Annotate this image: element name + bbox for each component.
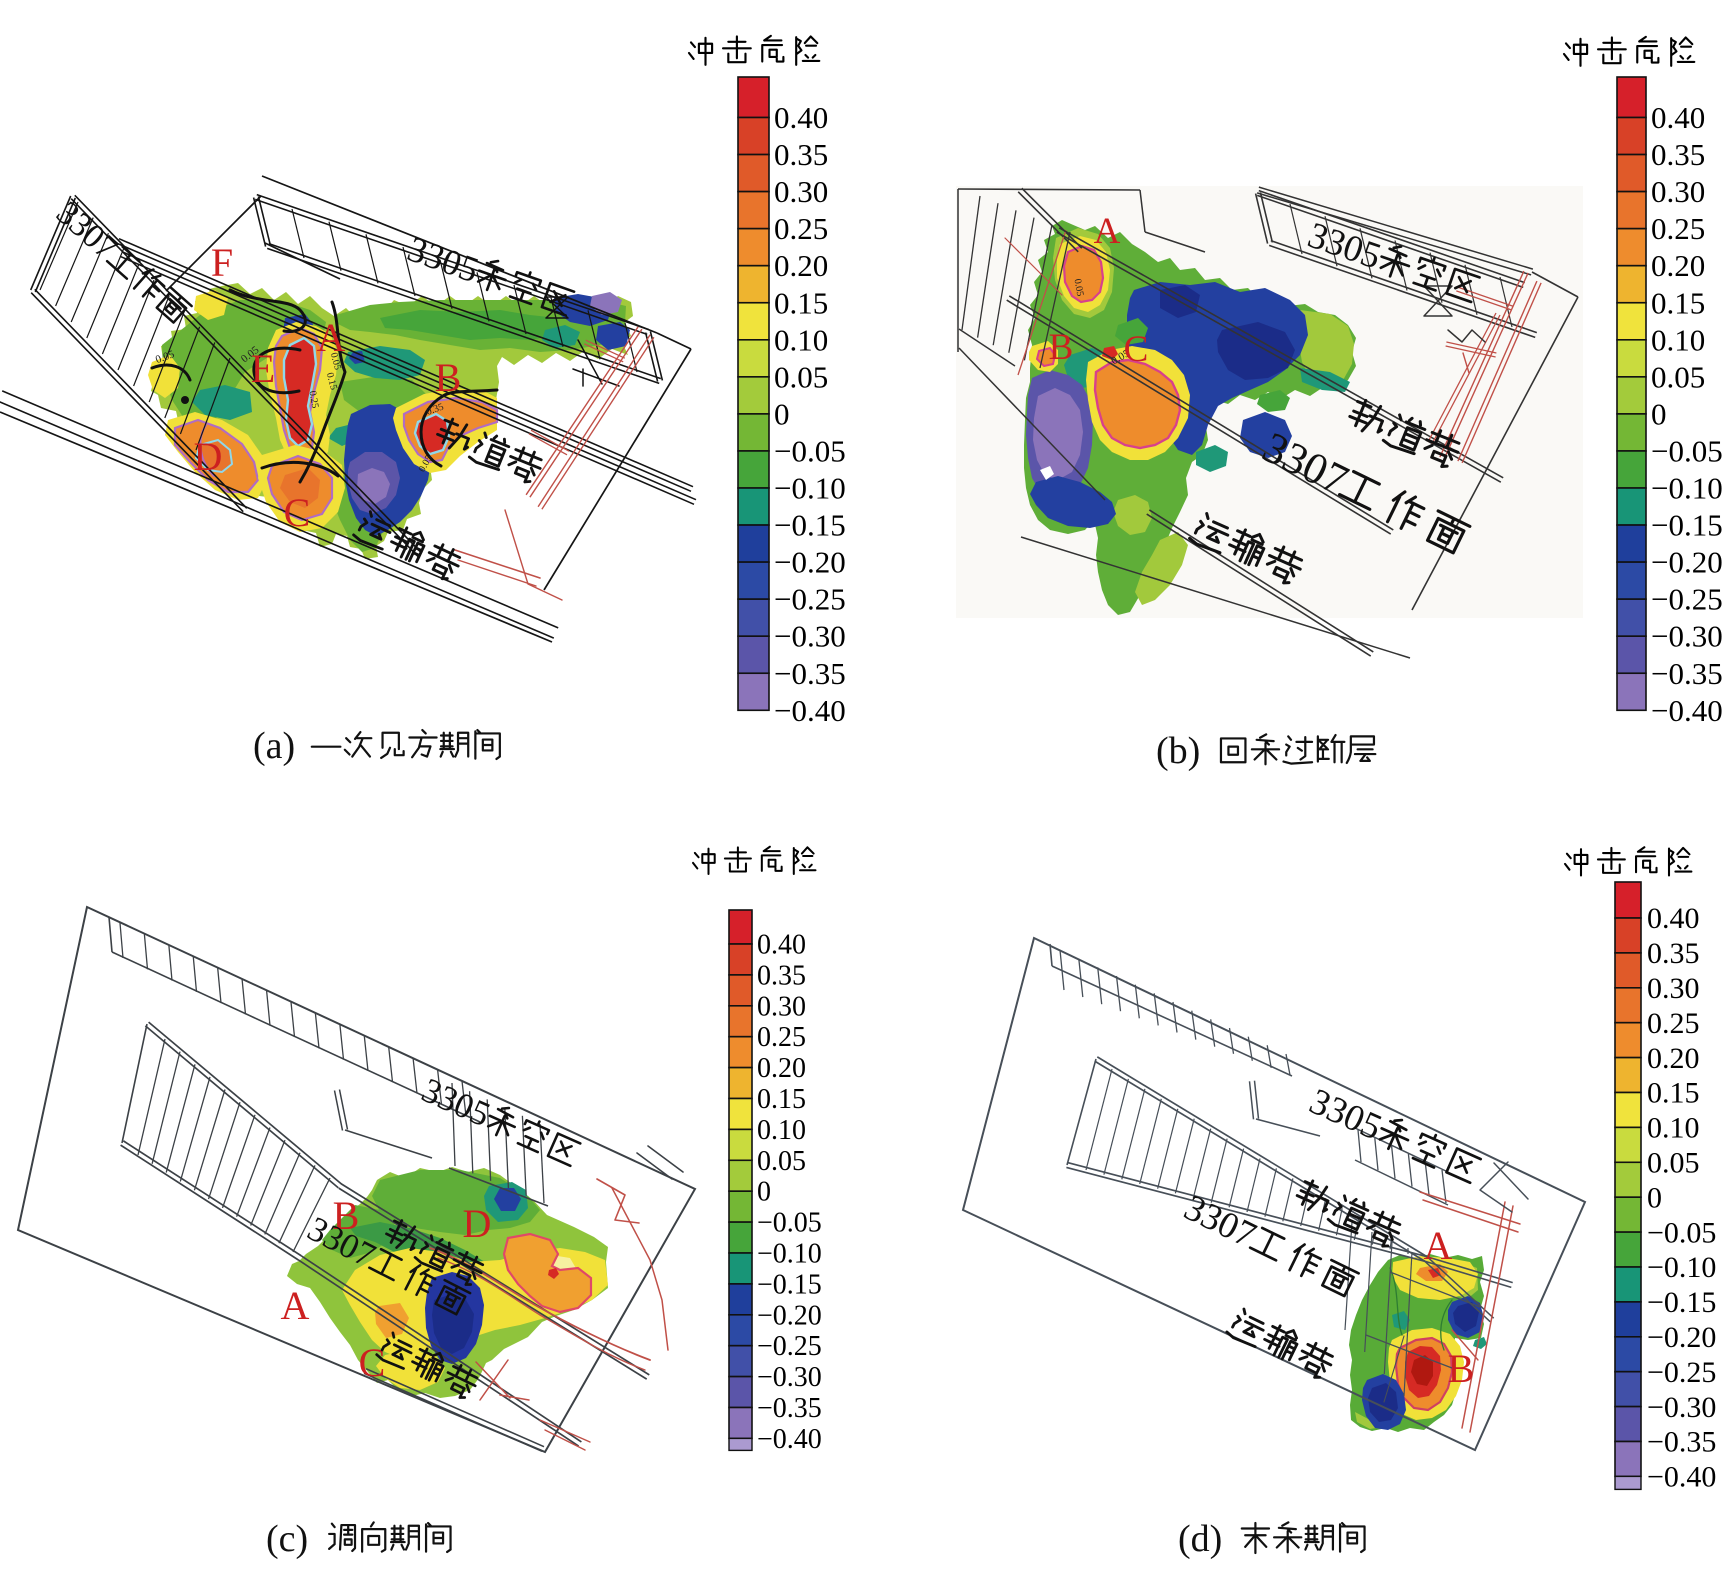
svg-text:(a): (a) bbox=[253, 725, 295, 767]
svg-text:0.30: 0.30 bbox=[757, 991, 806, 1022]
svg-text:−0.25: −0.25 bbox=[774, 582, 846, 617]
svg-text:0.30: 0.30 bbox=[1651, 174, 1705, 209]
svg-text:A: A bbox=[317, 315, 346, 360]
svg-text:−0.35: −0.35 bbox=[1647, 1426, 1716, 1459]
svg-text:−0.30: −0.30 bbox=[757, 1362, 822, 1393]
svg-text:B: B bbox=[1049, 327, 1074, 368]
svg-text:−0.20: −0.20 bbox=[757, 1300, 822, 1331]
svg-text:0.15: 0.15 bbox=[757, 1084, 806, 1115]
svg-text:0.15: 0.15 bbox=[774, 285, 828, 320]
svg-text:−0.15: −0.15 bbox=[757, 1269, 822, 1300]
svg-text:−0.05: −0.05 bbox=[1651, 433, 1723, 468]
svg-text:−0.05: −0.05 bbox=[1647, 1216, 1716, 1249]
svg-text:−0.20: −0.20 bbox=[1651, 545, 1723, 580]
svg-text:−0.25: −0.25 bbox=[1647, 1356, 1716, 1389]
svg-text:0.40: 0.40 bbox=[1647, 902, 1700, 935]
svg-text:A: A bbox=[281, 1283, 310, 1328]
svg-text:0.25: 0.25 bbox=[307, 390, 321, 409]
svg-text:0.20: 0.20 bbox=[1651, 248, 1705, 283]
svg-text:0.10: 0.10 bbox=[1647, 1112, 1700, 1145]
svg-text:0.20: 0.20 bbox=[757, 1053, 806, 1084]
svg-text:0.30: 0.30 bbox=[774, 174, 828, 209]
svg-text:0.05: 0.05 bbox=[1651, 359, 1705, 394]
svg-text:−0.10: −0.10 bbox=[757, 1239, 822, 1270]
svg-text:B: B bbox=[333, 1193, 360, 1238]
svg-text:0.25: 0.25 bbox=[774, 211, 828, 246]
svg-text:0.40: 0.40 bbox=[774, 100, 828, 135]
svg-text:0.35: 0.35 bbox=[1651, 137, 1705, 172]
svg-text:0.40: 0.40 bbox=[1651, 100, 1705, 135]
svg-text:−0.20: −0.20 bbox=[1647, 1321, 1716, 1354]
svg-text:−0.30: −0.30 bbox=[774, 619, 846, 654]
svg-text:C: C bbox=[284, 490, 311, 535]
svg-text:0: 0 bbox=[757, 1177, 771, 1208]
svg-text:−0.40: −0.40 bbox=[1651, 693, 1723, 728]
svg-text:0: 0 bbox=[774, 396, 790, 431]
svg-text:0: 0 bbox=[1651, 396, 1667, 431]
svg-text:−0.30: −0.30 bbox=[1651, 619, 1723, 654]
svg-text:−0.10: −0.10 bbox=[1647, 1251, 1716, 1284]
svg-text:C: C bbox=[359, 1340, 386, 1385]
svg-text:0.05: 0.05 bbox=[1647, 1147, 1700, 1180]
svg-text:(b): (b) bbox=[1156, 730, 1200, 772]
svg-text:0.20: 0.20 bbox=[774, 248, 828, 283]
svg-text:−0.20: −0.20 bbox=[774, 545, 846, 580]
svg-text:B: B bbox=[435, 355, 462, 400]
svg-text:A: A bbox=[1094, 211, 1121, 252]
svg-text:−0.05: −0.05 bbox=[774, 433, 846, 468]
svg-text:−0.15: −0.15 bbox=[1647, 1286, 1716, 1319]
svg-text:D: D bbox=[463, 1201, 492, 1246]
svg-text:C: C bbox=[1124, 329, 1149, 370]
svg-text:(c): (c) bbox=[266, 1518, 308, 1560]
svg-text:−0.10: −0.10 bbox=[774, 471, 846, 506]
svg-text:−0.25: −0.25 bbox=[1651, 582, 1723, 617]
svg-text:−0.35: −0.35 bbox=[1651, 656, 1723, 691]
svg-text:0.15: 0.15 bbox=[324, 371, 339, 391]
svg-text:0.10: 0.10 bbox=[774, 322, 828, 357]
svg-text:−0.35: −0.35 bbox=[774, 656, 846, 691]
svg-text:−0.15: −0.15 bbox=[774, 508, 846, 543]
svg-text:−0.40: −0.40 bbox=[774, 693, 846, 728]
svg-text:D: D bbox=[194, 434, 223, 479]
svg-text:0.30: 0.30 bbox=[1647, 972, 1700, 1005]
svg-text:−0.15: −0.15 bbox=[1651, 508, 1723, 543]
svg-text:0.25: 0.25 bbox=[1647, 1007, 1700, 1040]
svg-text:0.35: 0.35 bbox=[1647, 937, 1700, 970]
svg-text:F: F bbox=[211, 240, 233, 285]
svg-text:E: E bbox=[251, 346, 275, 391]
svg-text:(d): (d) bbox=[1178, 1518, 1222, 1560]
svg-text:0.05: 0.05 bbox=[328, 351, 343, 371]
svg-text:−0.25: −0.25 bbox=[757, 1331, 822, 1362]
svg-text:0.20: 0.20 bbox=[1647, 1042, 1700, 1075]
svg-text:−0.10: −0.10 bbox=[1651, 471, 1723, 506]
svg-text:0.35: 0.35 bbox=[757, 960, 806, 991]
svg-text:0.15: 0.15 bbox=[1647, 1077, 1700, 1110]
svg-text:0: 0 bbox=[1647, 1181, 1662, 1214]
svg-text:−0.05: −0.05 bbox=[757, 1208, 822, 1239]
svg-text:0.10: 0.10 bbox=[1651, 322, 1705, 357]
svg-text:−0.35: −0.35 bbox=[757, 1393, 822, 1424]
svg-text:0.25: 0.25 bbox=[757, 1022, 806, 1053]
svg-text:B: B bbox=[1448, 1346, 1475, 1391]
svg-text:0.25: 0.25 bbox=[1651, 211, 1705, 246]
svg-text:−0.40: −0.40 bbox=[1647, 1461, 1716, 1494]
svg-text:0.15: 0.15 bbox=[1651, 285, 1705, 320]
svg-text:0.40: 0.40 bbox=[757, 930, 806, 961]
svg-text:0.05: 0.05 bbox=[774, 359, 828, 394]
svg-text:−0.30: −0.30 bbox=[1647, 1391, 1716, 1424]
svg-text:A: A bbox=[1424, 1223, 1453, 1268]
svg-text:0.35: 0.35 bbox=[774, 137, 828, 172]
svg-text:0.10: 0.10 bbox=[757, 1115, 806, 1146]
svg-text:0.05: 0.05 bbox=[1072, 278, 1086, 297]
svg-text:0.05: 0.05 bbox=[757, 1146, 806, 1177]
svg-text:−0.40: −0.40 bbox=[757, 1424, 822, 1455]
